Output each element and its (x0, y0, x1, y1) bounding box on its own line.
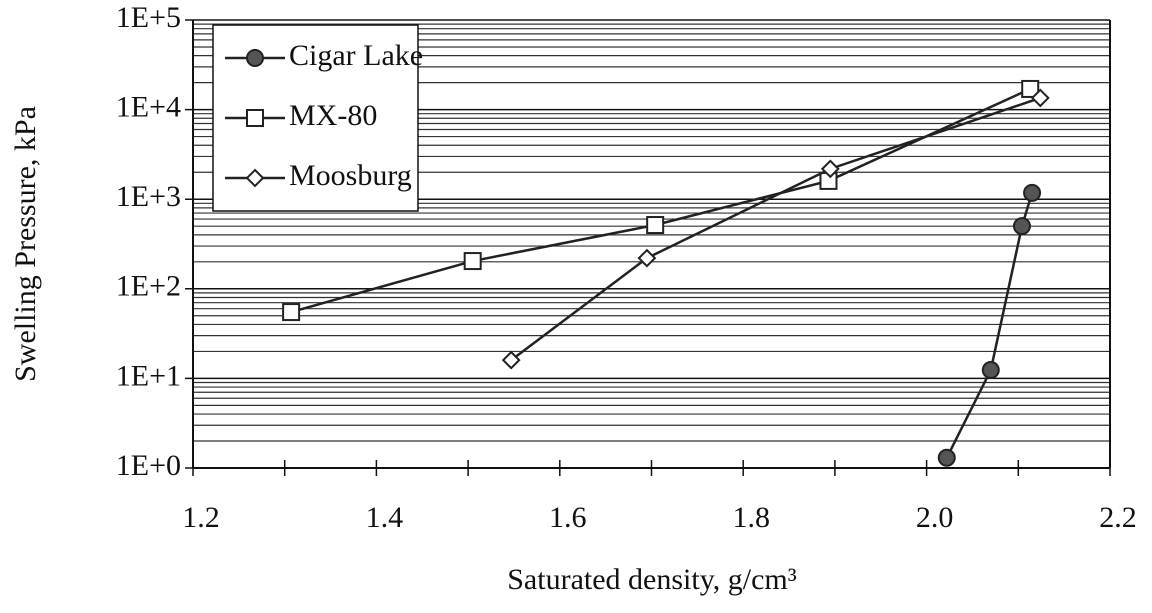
point (820, 159, 840, 179)
y-axis-label: Swelling Pressure, kPa (9, 106, 42, 382)
y-tick-label: 1E+2 (116, 270, 181, 303)
x-tick-label: 1.8 (732, 501, 770, 534)
legend-label: Cigar Lake (289, 39, 423, 72)
point (1030, 88, 1050, 108)
legend-marker (246, 49, 264, 67)
point (501, 350, 521, 370)
legend-marker (245, 168, 265, 188)
point (637, 248, 657, 268)
y-tick-label: 1E+1 (116, 359, 181, 392)
point (463, 252, 482, 271)
legend-label: MX-80 (289, 99, 377, 132)
point (937, 448, 956, 467)
legend-marker (246, 109, 264, 127)
point (646, 216, 665, 235)
series-line (945, 192, 1034, 459)
x-tick-label: 2.2 (1099, 501, 1137, 534)
y-tick-label: 1E+3 (116, 180, 181, 213)
x-tick-label: 1.4 (366, 501, 404, 534)
point (1012, 217, 1031, 236)
x-axis-label: Saturated density, g/cm³ (507, 563, 796, 596)
point (1021, 79, 1040, 98)
y-tick-label: 1E+0 (116, 449, 181, 482)
point (981, 361, 1000, 380)
series-line (510, 96, 1041, 362)
point (1023, 183, 1042, 202)
point (282, 303, 301, 322)
x-tick-label: 1.6 (549, 501, 587, 534)
x-tick-label: 1.2 (182, 501, 220, 534)
y-tick-label: 1E+5 (116, 1, 181, 34)
x-tick-label: 2.0 (916, 501, 954, 534)
legend-label: Moosburg (289, 159, 412, 192)
y-tick-label: 1E+4 (116, 90, 181, 123)
